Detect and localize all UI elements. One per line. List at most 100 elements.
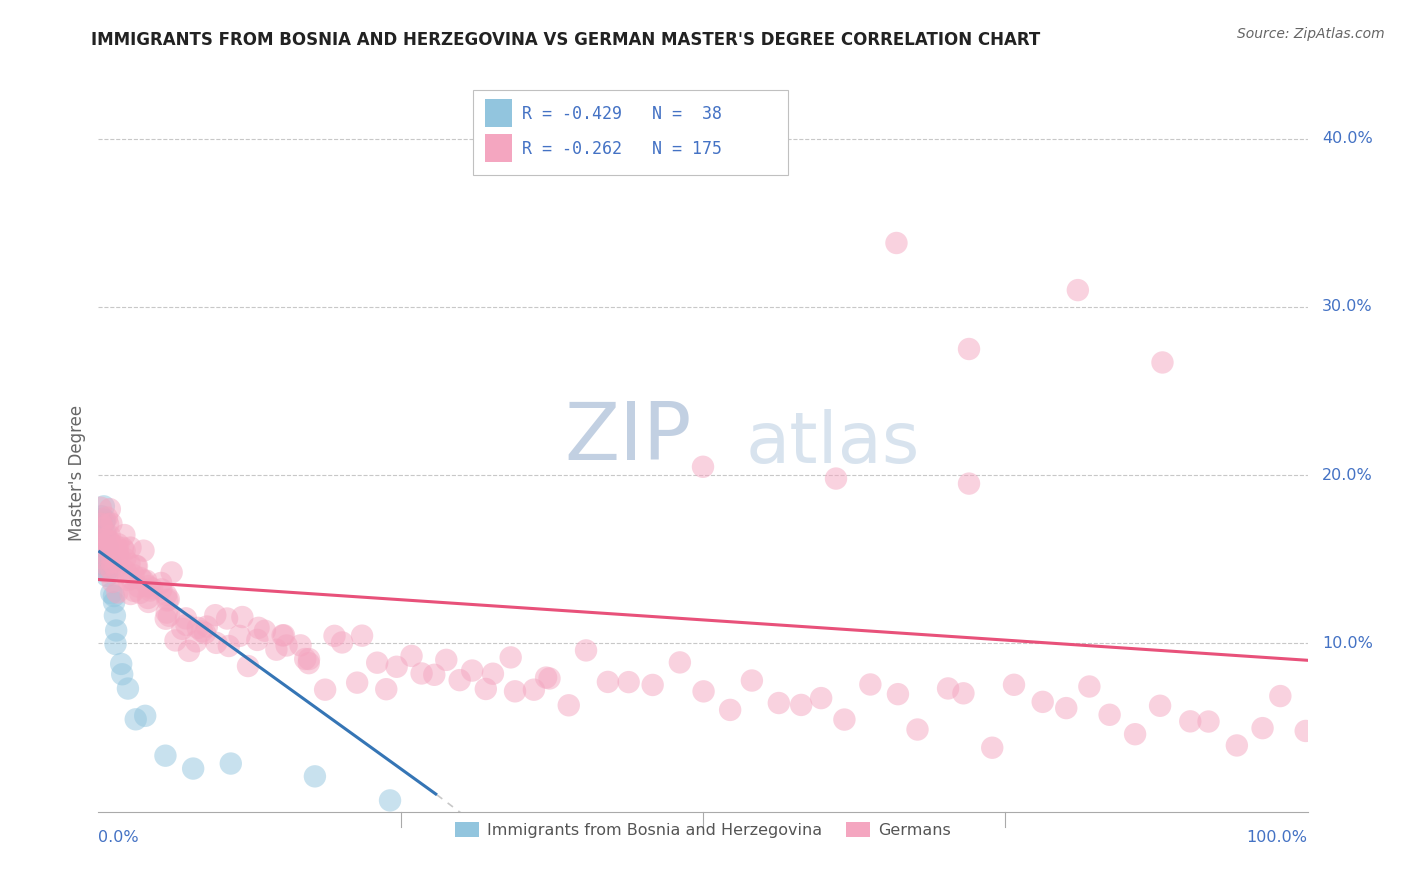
Point [89, 530, 111, 544]
Point [247, 621, 270, 635]
Text: 10.0%: 10.0% [1322, 636, 1374, 651]
Point [859, 677, 882, 691]
Point [1098, 707, 1121, 722]
Point [1054, 701, 1077, 715]
Point [195, 619, 218, 633]
Point [449, 673, 471, 687]
Point [97, 517, 120, 532]
Point [93, 553, 115, 567]
Point [174, 611, 197, 625]
Point [101, 556, 124, 570]
Point [90, 500, 112, 515]
Point [482, 666, 505, 681]
Point [96, 569, 118, 583]
Bar [485, 135, 512, 162]
Point [122, 568, 145, 582]
Point [96, 558, 118, 573]
Point [217, 611, 239, 625]
Point [177, 644, 200, 658]
Point [107, 542, 129, 557]
Text: Master's Degree: Master's Degree [69, 405, 86, 541]
Point [323, 629, 346, 643]
Point [150, 582, 173, 597]
Point [107, 537, 129, 551]
Point [176, 618, 198, 632]
Point [887, 687, 910, 701]
Legend: Immigrants from Bosnia and Herzegovina, Germans: Immigrants from Bosnia and Herzegovina, … [449, 816, 957, 845]
Point [100, 560, 122, 574]
Point [475, 681, 498, 696]
Point [1123, 727, 1146, 741]
Point [669, 656, 692, 670]
Point [298, 656, 321, 670]
Point [134, 709, 156, 723]
Point [952, 686, 974, 700]
Point [1032, 695, 1054, 709]
Text: 20.0%: 20.0% [1322, 467, 1372, 483]
Point [352, 629, 374, 643]
Point [790, 698, 813, 712]
Point [1295, 723, 1317, 738]
Point [98, 533, 121, 548]
Point [122, 583, 145, 598]
Point [1251, 721, 1274, 735]
Point [271, 628, 294, 642]
Point [1270, 689, 1292, 703]
Point [150, 576, 173, 591]
Point [94, 513, 117, 527]
Point [231, 610, 253, 624]
Point [120, 587, 142, 601]
Point [187, 621, 209, 635]
Point [94, 565, 117, 579]
Point [523, 682, 546, 697]
Point [129, 571, 152, 585]
Point [236, 659, 259, 673]
Point [93, 549, 115, 564]
Point [304, 769, 326, 783]
Point [434, 653, 457, 667]
Point [100, 557, 122, 571]
Point [135, 574, 157, 588]
Point [156, 606, 179, 620]
Point [157, 592, 180, 607]
Point [1067, 283, 1090, 297]
Point [129, 586, 152, 600]
Point [93, 516, 115, 530]
Point [125, 712, 148, 726]
FancyBboxPatch shape [474, 90, 787, 175]
Point [411, 666, 433, 681]
Point [1226, 739, 1249, 753]
Point [89, 557, 111, 571]
Point [114, 552, 136, 566]
Point [93, 500, 115, 514]
Text: atlas: atlas [745, 409, 920, 478]
Point [98, 502, 121, 516]
Point [1078, 680, 1101, 694]
Text: 100.0%: 100.0% [1247, 830, 1308, 846]
Point [90, 563, 112, 577]
Point [330, 635, 353, 649]
Point [136, 591, 159, 605]
Point [375, 682, 398, 697]
Point [90, 516, 112, 531]
Point [117, 573, 139, 587]
Point [105, 555, 128, 569]
Point [89, 547, 111, 561]
Point [957, 342, 980, 356]
Point [558, 698, 581, 713]
Point [266, 642, 288, 657]
Point [981, 740, 1004, 755]
Point [100, 549, 122, 563]
Point [160, 566, 183, 580]
Point [1152, 355, 1174, 369]
Point [91, 521, 114, 535]
Point [205, 636, 228, 650]
Point [91, 536, 114, 550]
Point [127, 580, 149, 594]
Point [155, 748, 177, 763]
Point [96, 564, 118, 578]
Point [97, 533, 120, 548]
Point [90, 512, 112, 526]
Point [692, 684, 714, 698]
Point [94, 526, 117, 541]
